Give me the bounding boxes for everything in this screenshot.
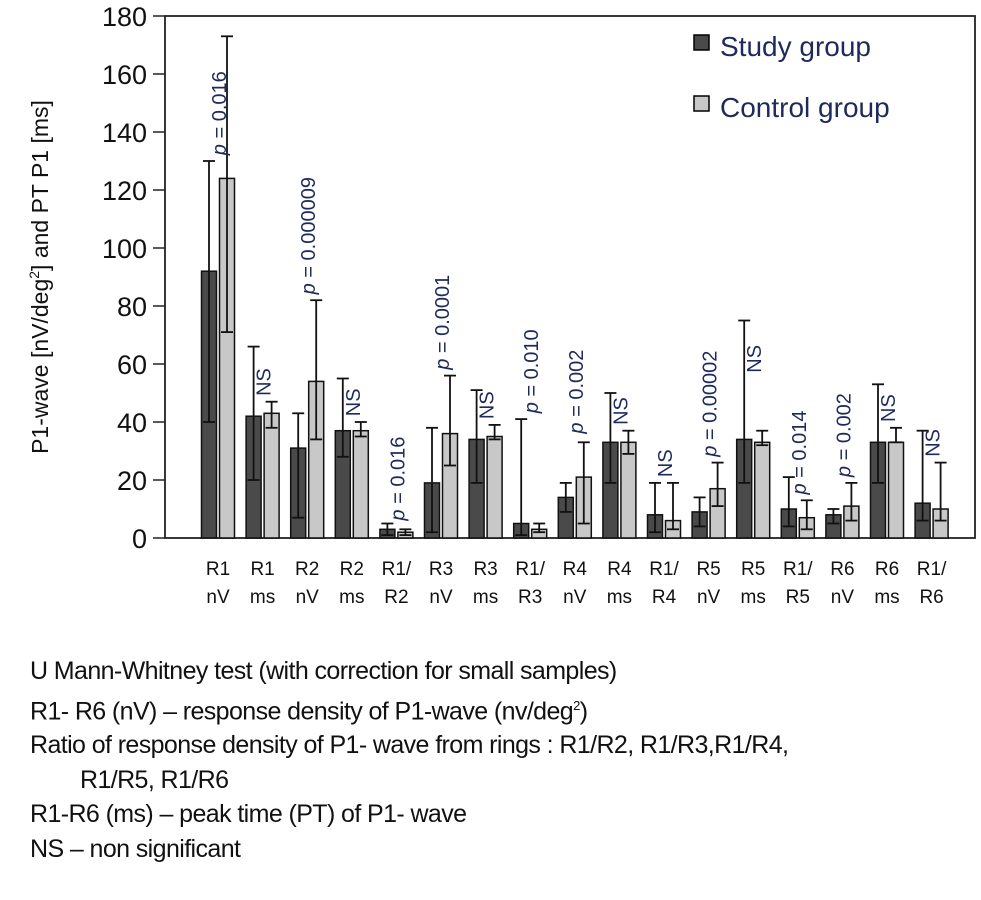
x-tick-label: ms: [607, 587, 632, 608]
x-tick-label: R6: [919, 587, 943, 608]
x-tick-label: nV: [429, 587, 453, 608]
x-tick-label: R6: [875, 559, 899, 580]
x-tick-label: R5: [696, 559, 720, 580]
note-nv: R1- R6 (nV) – response density of P1-wav…: [30, 696, 588, 725]
legend-label-control: Control group: [720, 92, 890, 123]
x-tick-label: ms: [250, 587, 275, 608]
legend-label-study: Study group: [720, 31, 871, 62]
x-tick-label: nV: [563, 587, 587, 608]
p-value-annotation: NS: [254, 368, 276, 396]
x-tick-label: R2: [340, 559, 364, 580]
note-ratio-cont: R1/R5, R1/R6: [80, 765, 229, 794]
p-value-annotation: p = 0.0001: [432, 275, 454, 371]
x-tick-label: ms: [473, 587, 498, 608]
x-tick-label: R5: [741, 559, 765, 580]
legend: Study group Control group: [693, 31, 890, 123]
p-value-annotation: p = 0.000009: [298, 177, 320, 295]
bar-control: [352, 429, 370, 539]
x-tick-label: R1: [206, 559, 230, 580]
p-value-annotation: NS: [610, 397, 632, 425]
bar-control: [753, 441, 771, 539]
x-tick-label: R4: [607, 559, 632, 580]
x-tick-label: R4: [652, 587, 677, 608]
p-value-annotation: NS: [744, 345, 766, 373]
x-tick-label: R2: [295, 559, 319, 580]
x-tick-label: R2: [384, 587, 408, 608]
y-tick-label: 20: [117, 466, 147, 496]
legend-swatch-study: [693, 34, 710, 51]
x-tick-label: R1: [250, 559, 274, 580]
x-tick-label: R1/: [649, 559, 679, 580]
p-value-annotation: p = 0.016: [209, 71, 231, 156]
bar-chart: 0 20 40 60 80 100 120 140 160 180 R1 nV R1 ms R2 nV R2 ms…: [26, 2, 976, 608]
p-value-annotation: p = 0.010: [521, 329, 543, 414]
p-value-annotation: p = 0.014: [789, 411, 811, 496]
note-ratio: Ratio of response density of P1- wave fr…: [30, 731, 789, 760]
p-value-annotation: NS: [477, 391, 499, 419]
y-tick-label: 160: [102, 60, 147, 90]
x-tick-label: R3: [473, 559, 497, 580]
x-tick-label: R6: [830, 559, 854, 580]
x-tick-label: nV: [831, 587, 855, 608]
note-ms: R1-R6 (ms) – peak time (PT) of P1- wave: [30, 800, 467, 829]
p-value-annotation: NS: [878, 394, 900, 422]
p-value-annotation: p = 0.002: [833, 393, 855, 478]
y-tick-label: 140: [102, 118, 147, 148]
y-tick-label: 80: [117, 292, 147, 322]
p-value-annotation: p = 0.016: [387, 437, 409, 522]
x-tick-label: ms: [874, 587, 899, 608]
y-tick-label: 180: [102, 2, 147, 32]
chart-notes: U Mann-Whitney test (with correction for…: [30, 654, 789, 866]
bar-control: [263, 412, 280, 539]
y-tick-label: 0: [132, 524, 147, 554]
x-tick-label: nV: [206, 587, 230, 608]
note-test: U Mann-Whitney test (with correction for…: [30, 657, 617, 685]
x-tick-label: ms: [741, 587, 766, 608]
y-tick-label: 120: [102, 176, 147, 206]
x-tick-label: R3: [429, 559, 453, 580]
x-tick-label: R1/: [515, 559, 545, 580]
y-tick-label: 40: [117, 408, 147, 438]
y-tick-label: 60: [117, 350, 147, 380]
y-tick-label: 100: [102, 234, 147, 264]
x-tick-label: R3: [518, 587, 542, 608]
p-value-annotation: NS: [343, 388, 365, 416]
x-tick-label: R4: [563, 559, 588, 580]
y-axis-label: P1-wave [nV/deg2] and PT P1 [ms]: [26, 100, 53, 454]
p-value-annotation: NS: [655, 449, 677, 477]
p-value-annotation: p = 0.00002: [700, 351, 722, 458]
bar-control: [887, 441, 905, 539]
x-tick-label: nV: [296, 587, 320, 608]
x-tick-label: R1/: [783, 559, 813, 580]
p-value-annotation: p = 0.002: [566, 350, 588, 435]
bar-control: [486, 435, 503, 539]
bar-control: [620, 441, 637, 539]
p-value-annotation: NS: [923, 429, 945, 457]
x-tick-label: nV: [697, 587, 721, 608]
x-tick-label: ms: [339, 587, 364, 608]
note-ns: NS – non significant: [30, 834, 241, 863]
legend-swatch-control: [693, 95, 710, 112]
x-tick-label: R1/: [917, 559, 947, 580]
x-tick-label: R5: [786, 587, 810, 608]
x-tick-label: R1/: [382, 559, 412, 580]
